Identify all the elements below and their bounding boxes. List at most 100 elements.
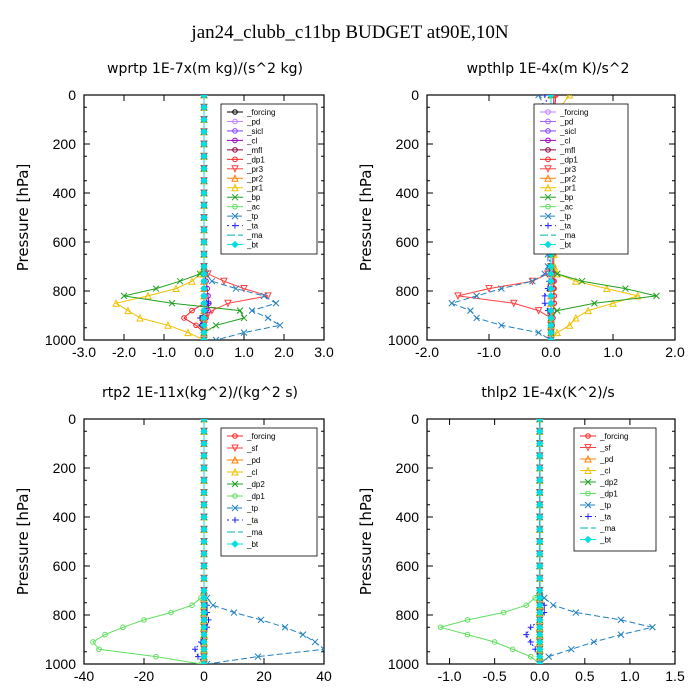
legend-label: _dp2 <box>246 480 265 489</box>
legend-label: _sicl <box>559 127 576 136</box>
legend-marker <box>232 109 238 115</box>
legend-label: _tp <box>246 504 259 513</box>
legend-label: _ma <box>246 528 263 537</box>
x-tick-label: 1.0 <box>234 344 254 360</box>
series-point-bt <box>200 328 208 337</box>
series-point-bt <box>536 586 544 595</box>
series-point-bt <box>200 452 208 460</box>
legend-label: _bt <box>246 540 259 549</box>
series-point-bt <box>547 336 555 340</box>
series-group <box>437 419 656 664</box>
panel-title: wprtp 1E-7x(m kg)/(s^2 kg) <box>107 61 303 77</box>
series-point-bt <box>200 488 208 497</box>
legend-label: _sf <box>599 444 611 453</box>
series-point-pr1 <box>112 299 120 307</box>
legend-label: _dp1 <box>246 155 265 164</box>
series-point-bt <box>200 226 208 234</box>
legend-marker <box>232 156 238 163</box>
x-tick-label: 3.0 <box>314 344 334 360</box>
legend-label: _ta <box>559 222 572 231</box>
series-point-pr3 <box>240 285 248 293</box>
y-axis-label: Pressure [hPa] <box>14 488 32 596</box>
legend-label: _sicl <box>246 127 263 136</box>
legend-label: _bp <box>246 193 261 202</box>
legend-marker <box>545 147 551 153</box>
legend-label: _pd <box>246 456 260 465</box>
series-point-tp <box>209 601 217 609</box>
legend-marker <box>231 212 239 220</box>
legend-marker <box>232 222 238 229</box>
series-point-dp1 <box>523 602 530 609</box>
legend-label: _pr1 <box>559 184 577 193</box>
series-point-bt <box>200 299 208 307</box>
series-point-tp <box>272 299 280 307</box>
series-point-bt <box>200 115 208 124</box>
series-point-bt <box>536 594 544 602</box>
legend-label: _forcing <box>246 432 275 441</box>
series-point-tp <box>567 645 575 653</box>
legend-marker <box>544 183 552 192</box>
series-point-pr3 <box>264 292 272 301</box>
series-point-bt <box>547 321 555 330</box>
legend-label: _ac <box>246 203 260 212</box>
panel-title: thlp2 1E-4x(K^2)/s <box>481 385 614 401</box>
legend-marker <box>544 165 552 173</box>
series-point-bp <box>591 299 598 307</box>
y-tick-label: 1000 <box>388 332 419 348</box>
legend-label: _dp2 <box>599 478 618 487</box>
y-tick-label: 800 <box>396 607 420 623</box>
series-point-pr3 <box>509 299 518 308</box>
series-point-pr1 <box>571 277 580 285</box>
legend-marker <box>584 444 592 452</box>
series-point-dp1 <box>189 602 195 609</box>
series-point-bt <box>200 601 208 609</box>
series-point-pr1 <box>136 313 144 322</box>
series-point-dp1 <box>120 624 126 631</box>
legend-label: _bt <box>559 241 572 250</box>
series-point-tp <box>547 336 555 340</box>
legend-label: _dp1 <box>599 490 618 499</box>
x-tick-label: 2.0 <box>274 344 294 360</box>
series-point-bt <box>536 601 544 609</box>
series-point-bt <box>200 594 208 602</box>
legend-box <box>220 103 318 255</box>
series-point-ta <box>195 653 201 660</box>
y-tick-label: 200 <box>53 460 77 476</box>
series-point-pr1 <box>565 321 574 329</box>
series-point-bt <box>536 638 544 646</box>
legend-label: _ac <box>559 203 573 212</box>
y-tick-label: 400 <box>53 509 77 525</box>
legend-marker <box>584 501 592 509</box>
series-point-pr1 <box>602 284 611 293</box>
series-point-tp <box>448 299 456 307</box>
series-point-bt <box>547 299 555 307</box>
x-tick-label: -40 <box>74 668 94 684</box>
series-point-bt <box>547 277 555 285</box>
series-point-ta <box>192 646 198 653</box>
legend-label: _ma <box>599 524 616 533</box>
series-point-tp <box>536 419 544 423</box>
series-point-bt <box>536 550 544 558</box>
series-point-bt <box>536 608 544 617</box>
series-point-bt <box>536 562 544 570</box>
legend-label: _pd <box>246 117 260 126</box>
legend-label: _pr1 <box>246 184 264 193</box>
series-point-dp1 <box>189 307 195 314</box>
series-point-bt <box>200 645 208 654</box>
series-point-bt <box>547 328 555 337</box>
series-point-bt <box>200 189 208 197</box>
series-point-tp <box>230 609 238 616</box>
series-point-bt <box>547 95 555 99</box>
y-tick-label: 800 <box>53 607 77 623</box>
series-point-bt <box>200 201 208 209</box>
series-point-dp1 <box>90 639 96 645</box>
x-tick-label: -1.0 <box>152 344 176 360</box>
legend-marker <box>232 493 238 499</box>
series-point-bt <box>200 336 208 340</box>
panel-title: rtp2 1E-11x(kg^2)/(kg^2 s) <box>102 385 298 401</box>
series-group <box>90 419 324 664</box>
legend-marker <box>545 128 551 134</box>
series-point-pr1 <box>609 299 617 307</box>
series-point-bt <box>200 103 208 111</box>
legend-marker <box>232 147 238 153</box>
